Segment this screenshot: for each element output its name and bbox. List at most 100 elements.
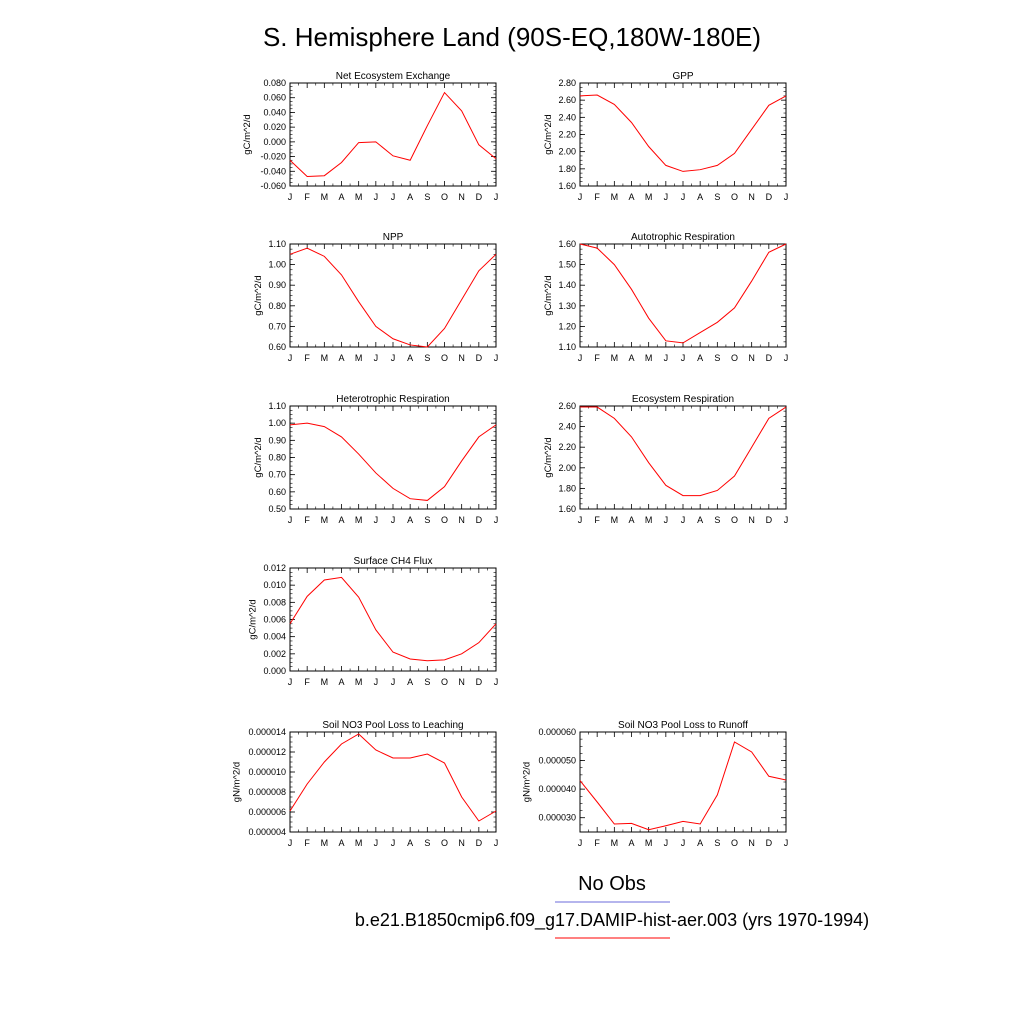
y-tick-label: 0.70 xyxy=(268,321,286,331)
x-tick-label: A xyxy=(628,192,634,202)
y-tick-label: 1.10 xyxy=(268,239,286,249)
y-axis-label: gC/m^2/d xyxy=(253,275,264,315)
x-tick-label: O xyxy=(441,838,448,848)
x-tick-label: J xyxy=(681,353,686,363)
y-tick-label: 0.010 xyxy=(263,580,286,590)
y-axis-label: gC/m^2/d xyxy=(543,437,554,477)
x-tick-label: J xyxy=(391,838,396,848)
x-tick-label: A xyxy=(338,353,344,363)
page-title: S. Hemisphere Land (90S-EQ,180W-180E) xyxy=(263,22,761,52)
plot-frame xyxy=(289,731,497,833)
y-axis-label: gC/m^2/d xyxy=(543,114,554,154)
y-tick-label: 1.60 xyxy=(558,504,576,514)
x-tick-label: A xyxy=(407,353,413,363)
x-tick-label: M xyxy=(611,838,619,848)
y-tick-label: 1.80 xyxy=(558,483,576,493)
x-tick-label: A xyxy=(407,677,413,687)
plot-frame xyxy=(579,82,787,187)
x-tick-label: O xyxy=(731,192,738,202)
series-line xyxy=(289,422,497,501)
x-tick-label: A xyxy=(407,192,413,202)
legend: No Obs b.e21.B1850cmip6.f09_g17.DAMIP-hi… xyxy=(355,873,869,939)
y-axis-label: gN/m^2/d xyxy=(522,762,533,802)
x-tick-label: J xyxy=(784,838,789,848)
x-tick-label: J xyxy=(391,515,396,525)
x-tick-label: A xyxy=(697,838,703,848)
panel-title: Surface CH4 Flux xyxy=(354,556,433,567)
y-tick-label: 0.008 xyxy=(263,597,286,607)
series-line xyxy=(289,576,497,662)
y-tick-label: 0.000012 xyxy=(248,747,286,757)
panel-title: Heterotrophic Respiration xyxy=(336,394,449,405)
x-tick-label: J xyxy=(681,838,686,848)
y-tick-label: 0.012 xyxy=(263,563,286,573)
x-tick-label: F xyxy=(594,353,600,363)
panel-title: NPP xyxy=(383,232,404,243)
x-tick-label: M xyxy=(611,515,619,525)
x-tick-label: S xyxy=(424,353,430,363)
x-tick-label: N xyxy=(458,192,465,202)
x-tick-label: J xyxy=(391,192,396,202)
x-tick-label: A xyxy=(407,515,413,525)
plot-frame xyxy=(289,82,497,187)
panel-title: Ecosystem Respiration xyxy=(632,394,734,405)
x-tick-label: J xyxy=(681,515,686,525)
x-tick-label: M xyxy=(611,192,619,202)
y-tick-label: 1.10 xyxy=(268,401,286,411)
x-tick-label: J xyxy=(784,353,789,363)
plot-frame xyxy=(289,405,497,510)
y-tick-label: 0.80 xyxy=(268,301,286,311)
x-tick-label: D xyxy=(476,515,483,525)
x-tick-label: A xyxy=(697,515,703,525)
x-tick-label: D xyxy=(476,677,483,687)
x-tick-label: D xyxy=(476,192,483,202)
x-tick-label: J xyxy=(374,677,379,687)
x-tick-label: A xyxy=(407,838,413,848)
y-tick-label: 0.90 xyxy=(268,435,286,445)
x-tick-label: F xyxy=(304,838,310,848)
x-tick-label: A xyxy=(628,353,634,363)
y-tick-label: 1.60 xyxy=(558,239,576,249)
panel-title: Net Ecosystem Exchange xyxy=(336,71,451,82)
x-tick-label: M xyxy=(645,353,653,363)
legend-model-label: b.e21.B1850cmip6.f09_g17.DAMIP-hist-aer.… xyxy=(355,910,869,931)
y-tick-label: 0.040 xyxy=(263,107,286,117)
series-line xyxy=(289,91,497,177)
series-line xyxy=(579,741,787,831)
x-tick-label: J xyxy=(664,838,669,848)
y-tick-label: 0.70 xyxy=(268,470,286,480)
x-tick-label: D xyxy=(766,353,773,363)
series-line xyxy=(579,94,787,172)
y-tick-label: 2.00 xyxy=(558,147,576,157)
x-tick-label: J xyxy=(664,515,669,525)
x-tick-label: J xyxy=(784,515,789,525)
x-tick-label: O xyxy=(731,515,738,525)
x-tick-label: M xyxy=(355,353,363,363)
x-tick-label: J xyxy=(664,192,669,202)
x-tick-label: N xyxy=(458,353,465,363)
x-tick-label: M xyxy=(355,192,363,202)
y-tick-label: 2.20 xyxy=(558,130,576,140)
y-tick-label: 0.50 xyxy=(268,504,286,514)
x-tick-label: J xyxy=(578,353,583,363)
y-tick-label: 1.20 xyxy=(558,321,576,331)
y-tick-label: 0.006 xyxy=(263,615,286,625)
x-tick-label: M xyxy=(321,515,329,525)
x-tick-label: A xyxy=(338,192,344,202)
x-tick-label: J xyxy=(374,838,379,848)
x-tick-label: A xyxy=(628,515,634,525)
y-tick-label: 0.002 xyxy=(263,649,286,659)
x-tick-label: O xyxy=(441,515,448,525)
x-tick-label: J xyxy=(494,515,499,525)
x-tick-label: M xyxy=(645,838,653,848)
y-tick-label: -0.020 xyxy=(260,152,286,162)
y-tick-label: 0.000006 xyxy=(248,807,286,817)
y-tick-label: 0.004 xyxy=(263,632,286,642)
y-axis-label: gC/m^2/d xyxy=(248,599,259,639)
y-tick-label: -0.040 xyxy=(260,166,286,176)
x-tick-label: F xyxy=(594,515,600,525)
